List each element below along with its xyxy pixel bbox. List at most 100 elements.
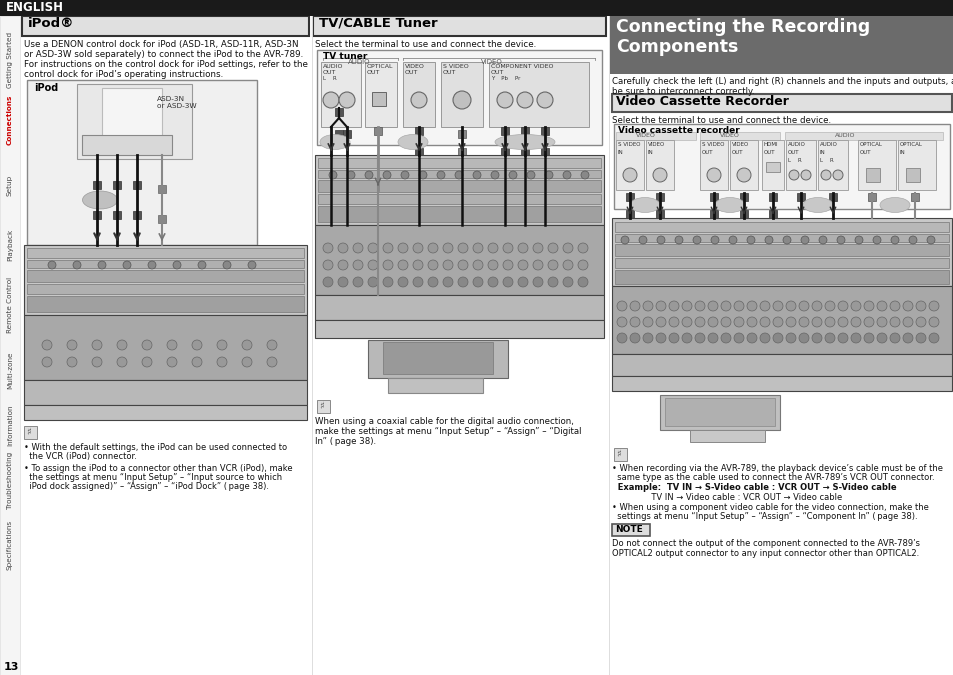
Text: Use a DENON control dock for iPod (ASD-1R, ASD-11R, ASD-3N: Use a DENON control dock for iPod (ASD-1… (24, 40, 298, 49)
Circle shape (926, 236, 934, 244)
Bar (92, 181, 101, 189)
Text: be sure to interconnect correctly.: be sure to interconnect correctly. (612, 87, 754, 96)
Circle shape (772, 317, 782, 327)
Text: OUT: OUT (701, 150, 713, 155)
Circle shape (67, 340, 77, 350)
Circle shape (681, 317, 691, 327)
Text: or ASD-3W sold separately) to connect the iPod to the AVR-789.: or ASD-3W sold separately) to connect th… (24, 50, 303, 59)
Circle shape (764, 236, 772, 244)
Text: • When recording via the AVR-789, the playback device’s cable must be of the: • When recording via the AVR-789, the pl… (612, 464, 942, 473)
Text: AUDIO: AUDIO (820, 142, 837, 147)
Circle shape (413, 277, 422, 287)
Circle shape (850, 317, 861, 327)
Bar (0, 16, 20, 675)
Circle shape (223, 261, 231, 269)
Text: VIDEO: VIDEO (731, 142, 748, 147)
Circle shape (760, 301, 769, 311)
Bar (317, 158, 600, 168)
Text: AUDIO: AUDIO (323, 64, 343, 69)
Circle shape (172, 261, 181, 269)
Circle shape (397, 260, 408, 270)
Circle shape (832, 170, 842, 180)
Bar (27, 248, 304, 258)
Circle shape (629, 317, 639, 327)
Circle shape (73, 261, 81, 269)
Circle shape (562, 243, 573, 253)
Circle shape (629, 301, 639, 311)
Bar (609, 16, 953, 74)
Text: OUT: OUT (367, 70, 380, 75)
Circle shape (710, 236, 719, 244)
Bar (317, 180, 600, 192)
Text: Carefully check the left (L) and right (R) channels and the inputs and outputs, : Carefully check the left (L) and right (… (612, 77, 953, 86)
Circle shape (338, 92, 355, 108)
Circle shape (397, 243, 408, 253)
Bar (372, 92, 386, 106)
Circle shape (799, 333, 808, 343)
Text: TV tuner: TV tuner (323, 52, 367, 61)
Text: Video Cassette Recorder: Video Cassette Recorder (616, 95, 788, 108)
Circle shape (517, 260, 527, 270)
Circle shape (537, 92, 553, 108)
Text: Select the terminal to use and connect the device.: Select the terminal to use and connect t… (612, 116, 830, 125)
Circle shape (824, 333, 834, 343)
Circle shape (821, 170, 830, 180)
Circle shape (578, 243, 587, 253)
Circle shape (323, 92, 338, 108)
Text: OPTICAL: OPTICAL (899, 142, 922, 147)
Circle shape (413, 260, 422, 270)
Bar (615, 222, 948, 232)
Text: VIDEO: VIDEO (405, 64, 424, 69)
Bar (415, 127, 422, 135)
Bar (656, 193, 663, 201)
Text: OUT: OUT (323, 70, 336, 75)
Bar (616, 132, 696, 140)
Circle shape (368, 277, 377, 287)
Circle shape (695, 317, 704, 327)
Circle shape (91, 357, 102, 367)
Circle shape (42, 340, 52, 350)
Text: OUT: OUT (405, 70, 418, 75)
Circle shape (928, 333, 938, 343)
Circle shape (323, 277, 333, 287)
Bar (740, 193, 747, 201)
Circle shape (902, 317, 912, 327)
Circle shape (442, 260, 453, 270)
Circle shape (547, 260, 558, 270)
Circle shape (620, 236, 628, 244)
Bar (540, 148, 548, 156)
Bar (457, 130, 465, 138)
Circle shape (733, 301, 743, 311)
Bar (910, 193, 918, 201)
Bar (92, 211, 101, 219)
Text: Do not connect the output of the component connected to the AVR-789’s: Do not connect the output of the compone… (612, 539, 919, 548)
Bar (158, 215, 166, 223)
Text: OUT: OUT (731, 150, 742, 155)
Circle shape (353, 277, 363, 287)
Bar (659, 395, 780, 430)
Circle shape (497, 92, 513, 108)
Circle shape (382, 260, 393, 270)
Circle shape (720, 301, 730, 311)
Text: Remote Control: Remote Control (7, 277, 13, 333)
Circle shape (436, 171, 444, 179)
Bar (402, 62, 435, 127)
Bar (316, 400, 330, 413)
Circle shape (323, 260, 333, 270)
Circle shape (656, 333, 665, 343)
Circle shape (323, 243, 333, 253)
Circle shape (457, 243, 468, 253)
Text: same type as the cable used to connect the AVR-789’s VCR OUT connector.: same type as the cable used to connect t… (612, 473, 934, 482)
Bar (314, 295, 603, 320)
Text: OUT: OUT (491, 70, 504, 75)
Circle shape (242, 340, 252, 350)
Bar (82, 135, 172, 155)
Circle shape (142, 340, 152, 350)
Circle shape (418, 171, 427, 179)
Circle shape (876, 333, 886, 343)
Circle shape (782, 236, 790, 244)
Bar (897, 140, 935, 190)
Circle shape (578, 277, 587, 287)
Text: VIDEO: VIDEO (636, 133, 655, 138)
Circle shape (502, 243, 513, 253)
